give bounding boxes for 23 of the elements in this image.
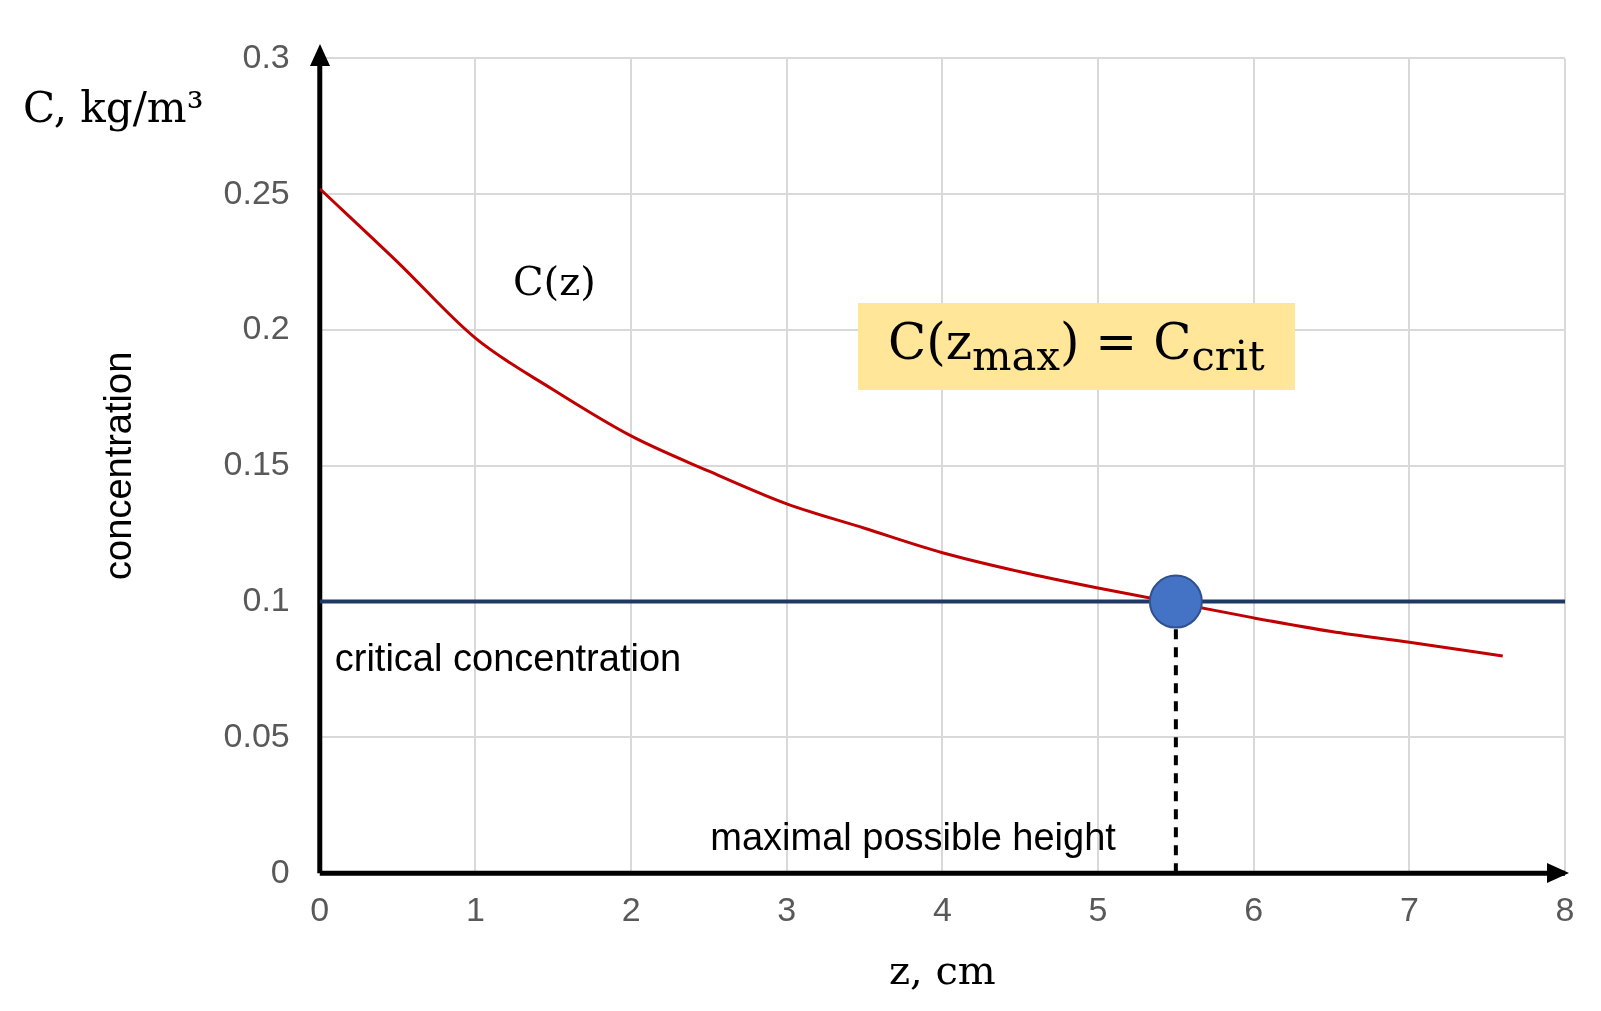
x-tick-label: 0: [310, 889, 330, 928]
y-tick-label: 0.15: [223, 444, 290, 483]
x-tick-label: 3: [777, 889, 797, 928]
x-tick-label: 4: [932, 889, 952, 928]
x-tick-label: 6: [1244, 889, 1264, 928]
annotation: C(z): [513, 258, 596, 304]
y-tick-label: 0.2: [242, 308, 290, 347]
x-tick-label: 5: [1088, 889, 1108, 928]
x-tick-label: 2: [621, 889, 641, 928]
x-tick-label: 1: [465, 889, 485, 928]
y-tick-label: 0.25: [223, 172, 290, 211]
y-tick-label: 0: [270, 851, 290, 890]
ref-line-label: maximal possible height: [710, 815, 1117, 858]
x-axis-title: z, cm: [888, 947, 996, 994]
annotation: C(z$_{max}$) = C$_{crit}$: [858, 303, 1295, 390]
x-tick-label: 8: [1555, 889, 1575, 928]
ref-line-label: critical concentration: [334, 637, 682, 680]
y-tick-label: 0.1: [242, 579, 290, 618]
y-tick-label: 0.05: [223, 715, 290, 754]
y-axis-title: concentration: [97, 351, 140, 580]
text: C, kg/m³: [23, 83, 204, 132]
y-tick-label: 0.3: [242, 36, 290, 75]
x-tick-label: 7: [1399, 889, 1419, 928]
